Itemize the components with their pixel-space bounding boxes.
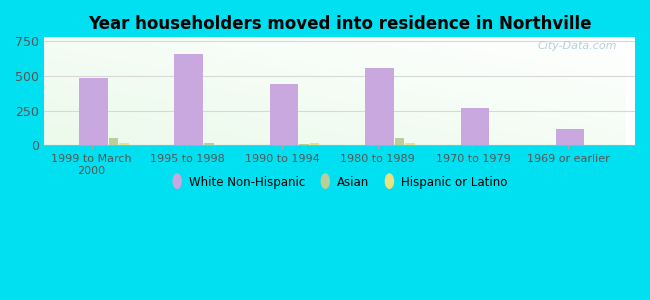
Bar (109, 139, 118, 145)
Bar (204, 142, 214, 146)
Bar (300, 144, 309, 145)
Legend: White Non-Hispanic, Asian, Hispanic or Latino: White Non-Hispanic, Asian, Hispanic or L… (166, 171, 512, 194)
Bar (270, 84, 298, 146)
Bar (119, 142, 129, 146)
Bar (395, 139, 404, 145)
Bar (365, 68, 394, 146)
Bar (460, 108, 489, 146)
Bar (405, 142, 415, 146)
Text: City-Data.com: City-Data.com (538, 40, 618, 51)
Bar (556, 129, 584, 146)
Title: Year householders moved into residence in Northville: Year householders moved into residence i… (88, 15, 592, 33)
Bar (79, 78, 108, 146)
Bar (310, 143, 319, 146)
Bar (174, 54, 203, 146)
